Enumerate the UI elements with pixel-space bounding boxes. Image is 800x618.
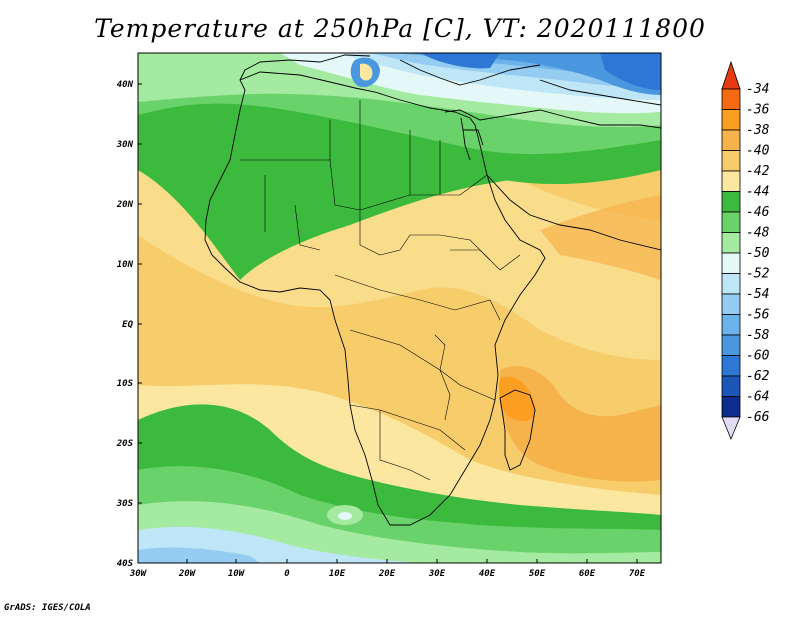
colorbar-segment (721, 273, 741, 295)
lat-label: 20N (116, 200, 134, 210)
colorbar-label: -40 (746, 144, 770, 159)
colorbar-segment (721, 88, 741, 110)
colorbar-segment (721, 334, 741, 356)
border-central (334, 274, 501, 321)
colorbar-segment (721, 150, 741, 172)
middle-east-coast (444, 109, 661, 129)
sinai (463, 129, 484, 146)
colorbar-label: -44 (746, 185, 769, 200)
border-lakes (434, 334, 451, 421)
lon-label: 30E (428, 569, 446, 579)
colorbar-segment (721, 375, 741, 397)
field-north-62a (420, 53, 500, 69)
colorbar-label: -46 (746, 205, 770, 220)
colorbar-label: -62 (746, 369, 770, 384)
colorbar-label: -56 (746, 308, 770, 323)
colorbar-segment (721, 129, 741, 151)
colorbar-label: -38 (746, 123, 770, 138)
eastern-europe-coast (399, 59, 541, 86)
europe-coast (239, 54, 371, 81)
colorbar-segment (721, 232, 741, 254)
lat-label: 30S (116, 499, 134, 509)
lon-label: 70E (629, 569, 646, 579)
field-madagascar-36 (498, 376, 536, 422)
red-sea-west (460, 117, 471, 161)
chart-title: Temperature at 250hPa [C], VT: 202011180… (94, 14, 706, 43)
lat-label: 40N (117, 80, 134, 90)
lon-label: 10E (329, 569, 346, 579)
field-south-56 (138, 547, 260, 563)
lat-label: 10S (117, 379, 134, 389)
colorbar: -34 -36 -38 -40 -42 -44 -46 -48 -50 -52 -54 -56 -58 -… (721, 60, 770, 441)
colorbar-label: -58 (746, 328, 770, 343)
border-sahel (359, 210, 491, 261)
lat-label: 10N (117, 260, 134, 270)
madagascar-coast (499, 389, 536, 471)
lat-label: EQ (122, 320, 133, 330)
border-horn (450, 249, 521, 271)
colorbar-label: -64 (746, 390, 769, 405)
colorbar-segment (721, 293, 741, 315)
lon-label: 20W (178, 569, 197, 579)
colorbar-label: -34 (746, 82, 769, 97)
border-southern (349, 404, 466, 481)
colorbar-label: -36 (746, 103, 770, 118)
colorbar-label: -54 (746, 287, 769, 302)
plot-frame (137, 52, 662, 564)
border-west-africa (264, 175, 321, 251)
colorbar-label: -52 (746, 267, 770, 282)
lon-label: 60E (579, 569, 596, 579)
field-north-60 (400, 53, 661, 95)
temperature-field (138, 53, 661, 563)
colorbar-label: -60 (746, 349, 770, 364)
colorbar-segment (721, 355, 741, 377)
field-mediterranean-warm (360, 63, 373, 81)
colorbar-label: -48 (746, 226, 770, 241)
lat-label: 20S (116, 439, 134, 449)
lon-label: 0 (284, 569, 290, 579)
latitude-axis: 40N 30N 20N 10N EQ 10S 20S 30S 40S (116, 80, 142, 569)
lon-label: 20E (378, 569, 396, 579)
colorbar-segment (721, 211, 741, 233)
field-ne-warm (540, 195, 661, 280)
lat-label: 40S (117, 559, 134, 569)
longitude-axis: 30W 20W 10W 0 10E 20E 30E 40E 50E 60E 70E (129, 559, 646, 579)
africa-coast (204, 71, 546, 526)
lat-label: 30N (116, 140, 134, 150)
colorbar-segment (721, 170, 741, 192)
asia-coast (539, 79, 661, 106)
lon-label: 50E (529, 569, 546, 579)
credit-text: GrADS: IGES/COLA (4, 603, 91, 613)
country-borders (240, 100, 521, 481)
border-north-africa (329, 100, 441, 210)
colorbar-label: -42 (746, 164, 770, 179)
lon-label: 10W (228, 569, 246, 579)
field-sw-warm-38 (500, 366, 661, 482)
colorbar-top-arrow (721, 60, 741, 90)
colorbar-segment (721, 191, 741, 213)
lon-label: 40E (479, 569, 496, 579)
colorbar-segment (721, 314, 741, 336)
field-north-62b (600, 53, 661, 90)
colorbar-label: -66 (746, 410, 770, 425)
coastlines (204, 54, 661, 526)
lon-label: 30W (129, 569, 148, 579)
arabia-coast (486, 174, 661, 251)
colorbar-segment (721, 252, 741, 274)
colorbar-segment (721, 109, 741, 131)
colorbar-label: -50 (746, 246, 770, 261)
colorbar-bottom-arrow (721, 416, 741, 441)
colorbar-segment (721, 396, 741, 418)
